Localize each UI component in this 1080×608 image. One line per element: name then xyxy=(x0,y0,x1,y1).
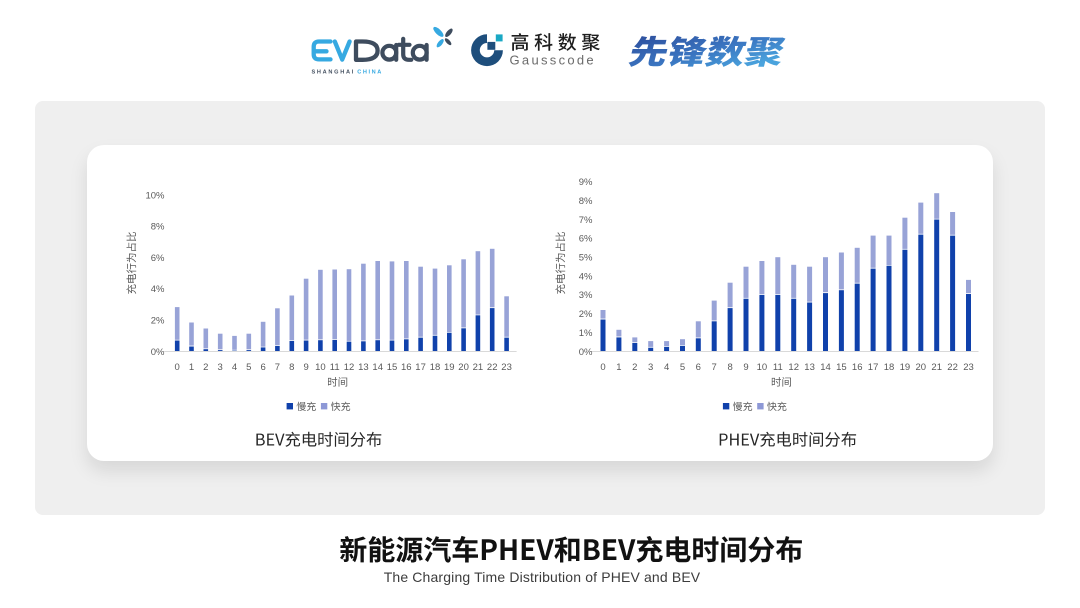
svg-text:15: 15 xyxy=(836,362,847,373)
svg-text:4%: 4% xyxy=(579,271,593,282)
svg-text:19: 19 xyxy=(900,362,911,373)
svg-text:2: 2 xyxy=(203,362,208,373)
svg-text:9: 9 xyxy=(743,362,748,373)
svg-text:1: 1 xyxy=(189,362,194,373)
svg-text:23: 23 xyxy=(501,362,512,373)
svg-text:22: 22 xyxy=(487,362,498,373)
svg-text:9: 9 xyxy=(303,362,308,373)
svg-text:SHANGHAI: SHANGHAI xyxy=(312,69,355,75)
svg-text:0%: 0% xyxy=(579,347,593,358)
svg-text:10: 10 xyxy=(315,362,326,373)
svg-text:11: 11 xyxy=(773,362,783,373)
svg-text:11: 11 xyxy=(330,362,340,373)
svg-text:7%: 7% xyxy=(579,215,593,226)
svg-text:0: 0 xyxy=(600,362,605,373)
svg-text:14: 14 xyxy=(820,362,831,373)
svg-text:3: 3 xyxy=(218,362,223,373)
svg-text:12: 12 xyxy=(344,362,355,373)
svg-text:4%: 4% xyxy=(151,284,165,295)
svg-text:3%: 3% xyxy=(579,290,593,301)
svg-text:16: 16 xyxy=(852,362,863,373)
svg-text:2%: 2% xyxy=(151,316,165,327)
svg-text:19: 19 xyxy=(444,362,455,373)
svg-text:7: 7 xyxy=(275,362,280,373)
svg-text:2%: 2% xyxy=(579,309,593,320)
svg-text:6%: 6% xyxy=(151,253,165,264)
svg-text:1%: 1% xyxy=(579,328,593,339)
svg-text:20: 20 xyxy=(458,362,469,373)
svg-text:Gausscode: Gausscode xyxy=(510,53,596,68)
svg-text:5: 5 xyxy=(246,362,251,373)
svg-text:18: 18 xyxy=(430,362,441,373)
svg-text:4: 4 xyxy=(232,362,237,373)
svg-text:13: 13 xyxy=(358,362,369,373)
svg-text:7: 7 xyxy=(712,362,717,373)
svg-text:0%: 0% xyxy=(151,347,165,358)
svg-text:6: 6 xyxy=(696,362,701,373)
svg-text:13: 13 xyxy=(804,362,815,373)
svg-text:21: 21 xyxy=(931,362,942,373)
svg-text:5: 5 xyxy=(680,362,685,373)
svg-text:6: 6 xyxy=(260,362,265,373)
svg-text:1: 1 xyxy=(616,362,621,373)
svg-text:16: 16 xyxy=(401,362,412,373)
svg-text:8: 8 xyxy=(727,362,732,373)
svg-text:8%: 8% xyxy=(579,196,593,207)
svg-text:14: 14 xyxy=(372,362,383,373)
svg-text:10%: 10% xyxy=(145,190,165,201)
svg-text:3: 3 xyxy=(648,362,653,373)
svg-text:17: 17 xyxy=(868,362,879,373)
svg-text:6%: 6% xyxy=(579,234,593,245)
svg-text:8%: 8% xyxy=(151,222,165,233)
svg-text:23: 23 xyxy=(963,362,974,373)
svg-text:8: 8 xyxy=(289,362,294,373)
svg-text:21: 21 xyxy=(473,362,484,373)
svg-text:10: 10 xyxy=(757,362,768,373)
svg-text:2: 2 xyxy=(632,362,637,373)
svg-text:9%: 9% xyxy=(579,177,593,188)
svg-text:12: 12 xyxy=(788,362,799,373)
svg-text:5%: 5% xyxy=(579,253,593,264)
svg-text:15: 15 xyxy=(387,362,398,373)
svg-text:18: 18 xyxy=(884,362,895,373)
svg-text:CHINA: CHINA xyxy=(357,69,383,75)
svg-text:0: 0 xyxy=(175,362,180,373)
svg-text:20: 20 xyxy=(916,362,927,373)
svg-text:22: 22 xyxy=(947,362,958,373)
svg-text:17: 17 xyxy=(415,362,426,373)
svg-text:4: 4 xyxy=(664,362,669,373)
